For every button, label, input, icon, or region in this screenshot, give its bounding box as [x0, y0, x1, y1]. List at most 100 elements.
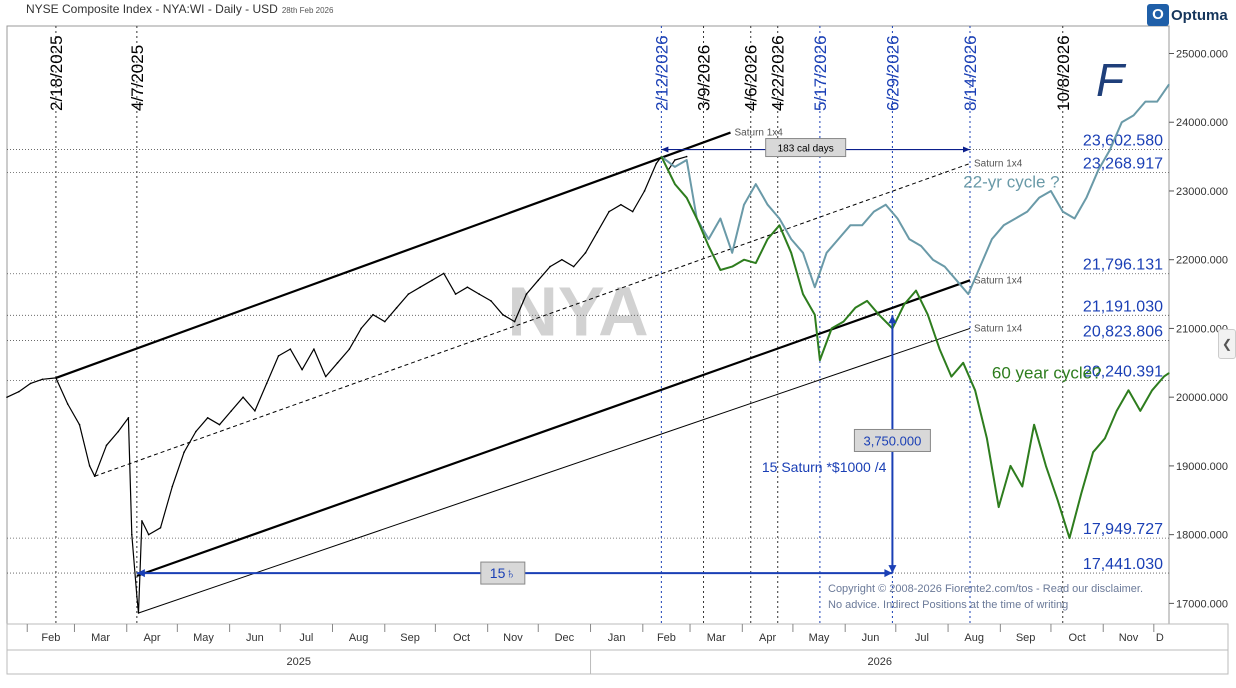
- date-marker-label: 6/29/2026: [883, 35, 902, 111]
- price-level-label: 23,268.917: [1083, 155, 1163, 172]
- cal-days-arrow-head-left: [661, 146, 669, 153]
- x-axis-years-band: [6, 649, 1229, 675]
- series-cycle22-point: [1014, 217, 1017, 220]
- chart-date-note: 28th Feb 2026: [281, 6, 334, 15]
- vertical-value-label: 3,750.000: [863, 433, 921, 448]
- series-cycle60-point: [1009, 465, 1012, 467]
- series-cycle60-point: [1104, 437, 1106, 440]
- date-marker-label: 4/22/2026: [769, 35, 788, 111]
- price-level-label: 20,240.391: [1083, 364, 1163, 381]
- series-price-point: [620, 203, 622, 206]
- series-cycle60-point: [998, 506, 1000, 508]
- x-month-label: Jul: [299, 632, 313, 644]
- series-price-point: [18, 390, 20, 393]
- side-panel-toggle-chevron-left-icon[interactable]: ❮: [1218, 329, 1236, 359]
- x-month-label: Mar: [91, 632, 110, 644]
- price-level-label: 21,796.131: [1083, 257, 1163, 274]
- series-price-point: [466, 286, 469, 288]
- series-cycle60-point: [674, 183, 676, 185]
- series-cycle60-point: [707, 245, 710, 247]
- series-cycle60-point: [1057, 499, 1059, 501]
- series-price-point: [383, 320, 386, 323]
- x-month-label: Jul: [915, 632, 929, 644]
- series-cycle22-point: [955, 279, 958, 281]
- x-month-label: Apr: [143, 632, 160, 644]
- y-tick-label: 17000.000: [1176, 598, 1228, 610]
- series-cycle60-point: [1021, 485, 1023, 488]
- series-cycle22-point: [1132, 114, 1135, 116]
- watermark-text: NYA: [507, 272, 648, 350]
- series-cycle22-line: [660, 83, 1170, 296]
- x-month-label: Jun: [862, 632, 880, 644]
- series-price-point: [105, 444, 108, 447]
- series-cycle60-point: [1163, 375, 1165, 378]
- series-price-point: [537, 279, 540, 282]
- series-price-point: [584, 252, 587, 254]
- y-tick-label: 25000.000: [1176, 48, 1228, 60]
- cal-days-label: 183 cal days: [778, 144, 834, 155]
- series-cycle22-point: [743, 204, 745, 206]
- saturn-formula-label: 15 Saturn *$1000 /4: [762, 459, 887, 475]
- series-price-point: [490, 300, 492, 302]
- series-price-point: [147, 533, 150, 536]
- series-cycle22-point: [1109, 149, 1111, 151]
- series-cycle22-point: [920, 245, 922, 247]
- series-cycle22-point: [1026, 210, 1028, 213]
- series-cycle22-point: [1085, 197, 1087, 199]
- x-month-label: Oct: [1069, 632, 1086, 644]
- saturn-trend-label: Saturn 1x4: [974, 158, 1023, 169]
- series-cycle22-point: [861, 224, 863, 226]
- author-monogram: F: [1096, 54, 1127, 106]
- vertical-range-arrow-head-top: [888, 315, 897, 324]
- date-marker-label: 10/8/2026: [1054, 35, 1073, 111]
- saturn-trend-label: Saturn 1x4: [974, 275, 1023, 286]
- series-cycle60-point: [962, 362, 964, 364]
- series-cycle60-point: [854, 307, 856, 309]
- series-price-point: [78, 423, 81, 426]
- price-level-label: 23,602.580: [1083, 133, 1163, 150]
- x-month-label: Mar: [707, 632, 726, 644]
- series-cycle60-point: [950, 375, 953, 378]
- x-month-label: Aug: [349, 632, 369, 644]
- date-marker-label: 2/18/2025: [47, 35, 66, 111]
- series-price-point: [655, 162, 658, 165]
- series-cycle22-point: [896, 217, 899, 220]
- price-level-label: 20,823.806: [1083, 324, 1163, 341]
- horizontal-span-box: [480, 561, 526, 585]
- series-cycle60-point: [755, 262, 757, 264]
- series-price-point: [88, 465, 91, 467]
- series-price-point: [230, 410, 233, 412]
- series-cycle60-point: [1151, 389, 1153, 391]
- series-cycle60-point: [790, 252, 792, 254]
- series-cycle22-point: [686, 159, 688, 161]
- chart-title-text: NYSE Composite Index - NYA:WI - Daily - …: [26, 2, 278, 16]
- date-marker-label: 3/9/2026: [695, 45, 714, 111]
- series-cycle22-point: [944, 265, 946, 268]
- series-cycle22-point: [1168, 83, 1170, 86]
- series-price-point: [93, 475, 96, 478]
- series-cycle22-point: [719, 217, 721, 220]
- cal-days-arrow-head-right: [962, 146, 970, 153]
- series-price-point: [254, 410, 256, 412]
- series-price-point: [218, 423, 221, 426]
- series-price-point: [242, 396, 244, 398]
- series-cycle60-point: [1127, 389, 1130, 391]
- series-cycle22-point: [826, 252, 828, 254]
- x-month-label: Feb: [657, 632, 676, 644]
- series-price-point: [137, 612, 140, 614]
- series-price-point: [513, 320, 516, 323]
- x-year-label: 2025: [287, 656, 311, 668]
- x-month-label: Oct: [453, 632, 470, 644]
- x-month-label: Apr: [759, 632, 776, 644]
- price-level-label: 21,191.030: [1083, 298, 1163, 315]
- chart-title: NYSE Composite Index - NYA:WI - Daily - …: [26, 2, 333, 16]
- series-cycle22-point: [1038, 197, 1040, 199]
- y-tick-label: 22000.000: [1176, 255, 1228, 267]
- series-price-point: [289, 348, 292, 350]
- series-price-point: [360, 327, 362, 330]
- y-tick-label: 24000.000: [1176, 117, 1228, 129]
- series-cycle60-label: 60 year cycle?: [992, 364, 1102, 383]
- optuma-logo-icon: O: [1147, 4, 1169, 26]
- x-month-label: Nov: [1119, 632, 1139, 644]
